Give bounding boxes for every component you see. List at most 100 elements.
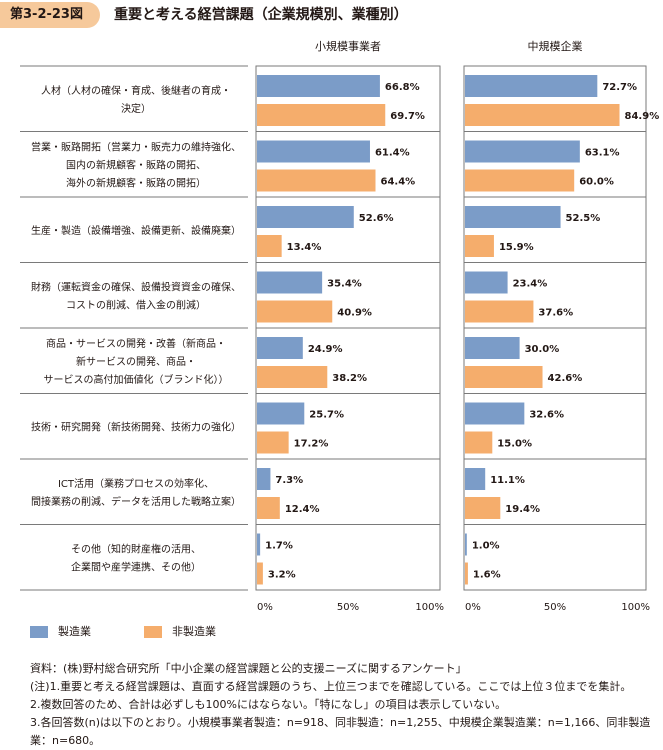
data-label: 40.9% — [337, 308, 372, 319]
bar-non-manufacturing — [257, 497, 280, 519]
bar-non-manufacturing — [465, 431, 493, 454]
data-label: 1.0% — [472, 541, 500, 552]
x-tick-label: 0% — [465, 602, 481, 613]
panel-title: 中規模企業 — [528, 39, 583, 53]
data-label: 32.6% — [529, 410, 564, 421]
x-tick-label: 100% — [415, 602, 444, 613]
category-label: 決定） — [121, 102, 151, 115]
bar-non-manufacturing — [257, 169, 376, 192]
bar-manufacturing — [257, 140, 370, 163]
category-label: その他（知的財産権の活用、 — [71, 542, 201, 555]
data-label: 13.4% — [287, 242, 322, 253]
data-label: 84.9% — [625, 111, 660, 122]
data-label: 63.1% — [585, 148, 620, 159]
bar-non-manufacturing — [257, 235, 282, 257]
data-label: 60.0% — [579, 177, 614, 188]
x-tick-label: 0% — [257, 602, 273, 613]
category-label: 技術・研究開発（新技術開発、技術力の強化） — [31, 420, 241, 433]
bar-non-manufacturing — [465, 366, 543, 388]
data-label: 64.4% — [380, 177, 415, 188]
bar-manufacturing — [257, 533, 261, 556]
category-label: 営業・販路開拓（営業力・販売力の維持強化、 — [31, 140, 241, 153]
bar-non-manufacturing — [257, 104, 386, 126]
data-label: 37.6% — [538, 308, 573, 319]
data-label: 61.4% — [375, 148, 410, 159]
category-label: 企業間や産学連携、その他） — [71, 560, 201, 573]
bar-manufacturing — [257, 468, 271, 490]
figure-title: 重要と考える経営課題（企業規模別、業種別） — [114, 7, 408, 23]
bar-manufacturing — [465, 206, 561, 228]
legend-label-manufacturing: 製造業 — [58, 625, 91, 638]
bar-non-manufacturing — [465, 235, 494, 257]
x-tick-label: 100% — [621, 602, 650, 613]
chart-legend: 製造業 非製造業 — [0, 620, 663, 644]
figure-number-badge: 第3-2-23図 — [0, 2, 100, 28]
bar-manufacturing — [257, 206, 354, 228]
category-label: 国内の新規顧客・販路の開拓、 — [66, 158, 206, 171]
category-label: 人材（人材の確保・育成、後継者の育成・ — [41, 84, 231, 97]
bar-manufacturing — [257, 337, 303, 359]
data-label: 12.4% — [285, 504, 320, 515]
category-label: 海外の新規顧客・販路の開拓） — [66, 176, 206, 189]
category-label: ICT活用（業務プロセスの効率化、 — [58, 477, 214, 490]
data-label: 30.0% — [525, 344, 560, 355]
legend-label-non-manufacturing: 非製造業 — [172, 625, 216, 638]
data-label: 25.7% — [309, 410, 344, 421]
x-tick-label: 50% — [544, 602, 566, 613]
bar-non-manufacturing — [465, 169, 575, 192]
data-label: 15.0% — [497, 439, 532, 450]
data-label: 19.4% — [505, 504, 540, 515]
note-2: 2.複数回答のため、合計は必ずしも100%にはならない。「特になし」の項目は表示… — [30, 698, 507, 711]
category-label: 財務（運転資金の確保、設備投資資金の確保、 — [31, 280, 241, 293]
data-label: 24.9% — [308, 344, 343, 355]
data-label: 23.4% — [513, 279, 548, 290]
bar-manufacturing — [465, 337, 520, 359]
note-source: 資料：(株)野村総合研究所「中小企業の経営課題と公的支援ニーズに関するアンケート… — [30, 662, 467, 675]
bar-non-manufacturing — [257, 366, 328, 388]
bar-chart: 人材（人材の確保・育成、後継者の育成・決定） 営業・販路開拓（営業力・販売力の維持… — [20, 39, 660, 613]
category-label: 新サービスの開発、商品・ — [76, 355, 196, 368]
bar-manufacturing — [465, 402, 525, 425]
bar-non-manufacturing — [465, 497, 501, 519]
x-tick-label: 50% — [337, 602, 359, 613]
bar-manufacturing — [465, 140, 580, 163]
data-label: 1.7% — [265, 541, 293, 552]
note-3: 3.各回答数(n)は以下のとおり。小規模事業者製造：n=918、同非製造：n=1… — [30, 716, 651, 747]
bar-manufacturing — [257, 271, 323, 294]
data-label: 42.6% — [548, 373, 583, 384]
bar-non-manufacturing — [257, 431, 289, 454]
bar-non-manufacturing — [465, 104, 620, 126]
data-label: 15.9% — [499, 242, 534, 253]
category-label: 生産・製造（設備増強、設備更新、設備廃棄） — [31, 224, 241, 237]
bar-non-manufacturing — [465, 562, 468, 585]
bar-manufacturing — [257, 75, 380, 97]
legend-swatch-non-manufacturing — [144, 626, 162, 638]
bar-manufacturing — [465, 533, 467, 556]
data-label: 1.6% — [473, 570, 501, 581]
data-label: 52.6% — [359, 213, 394, 224]
bar-non-manufacturing — [257, 562, 263, 585]
legend-swatch-manufacturing — [30, 626, 48, 638]
data-label: 3.2% — [268, 570, 296, 581]
data-label: 7.3% — [275, 475, 303, 486]
category-label: 間接業務の削減、データを活用した戦略立案） — [31, 495, 241, 508]
category-label: コストの削減、借入金の削減） — [66, 298, 206, 311]
note-1: (注)1.重要と考える経営課題は、直面する経営課題のうち、上位三つまでを確認して… — [30, 680, 632, 693]
bar-manufacturing — [465, 468, 486, 490]
panel-title: 小規模事業者 — [315, 39, 381, 53]
data-label: 66.8% — [385, 82, 420, 93]
data-label: 17.2% — [294, 439, 329, 450]
bar-manufacturing — [465, 75, 598, 97]
data-label: 69.7% — [390, 111, 425, 122]
category-label: サービスの高付加価値化（ブランド化）） — [44, 373, 229, 386]
figure-header: 第3-2-23図 重要と考える経営課題（企業規模別、業種別） — [0, 0, 663, 30]
data-label: 52.5% — [566, 213, 601, 224]
data-label: 38.2% — [332, 373, 367, 384]
data-label: 35.4% — [327, 279, 362, 290]
source-notes: 資料：(株)野村総合研究所「中小企業の経営課題と公的支援ニーズに関するアンケート… — [30, 660, 660, 750]
data-label: 11.1% — [490, 475, 525, 486]
bar-manufacturing — [257, 402, 305, 425]
category-label: 商品・サービスの開発・改善（新商品・ — [46, 337, 226, 350]
data-label: 72.7% — [602, 82, 637, 93]
bar-non-manufacturing — [257, 300, 333, 323]
